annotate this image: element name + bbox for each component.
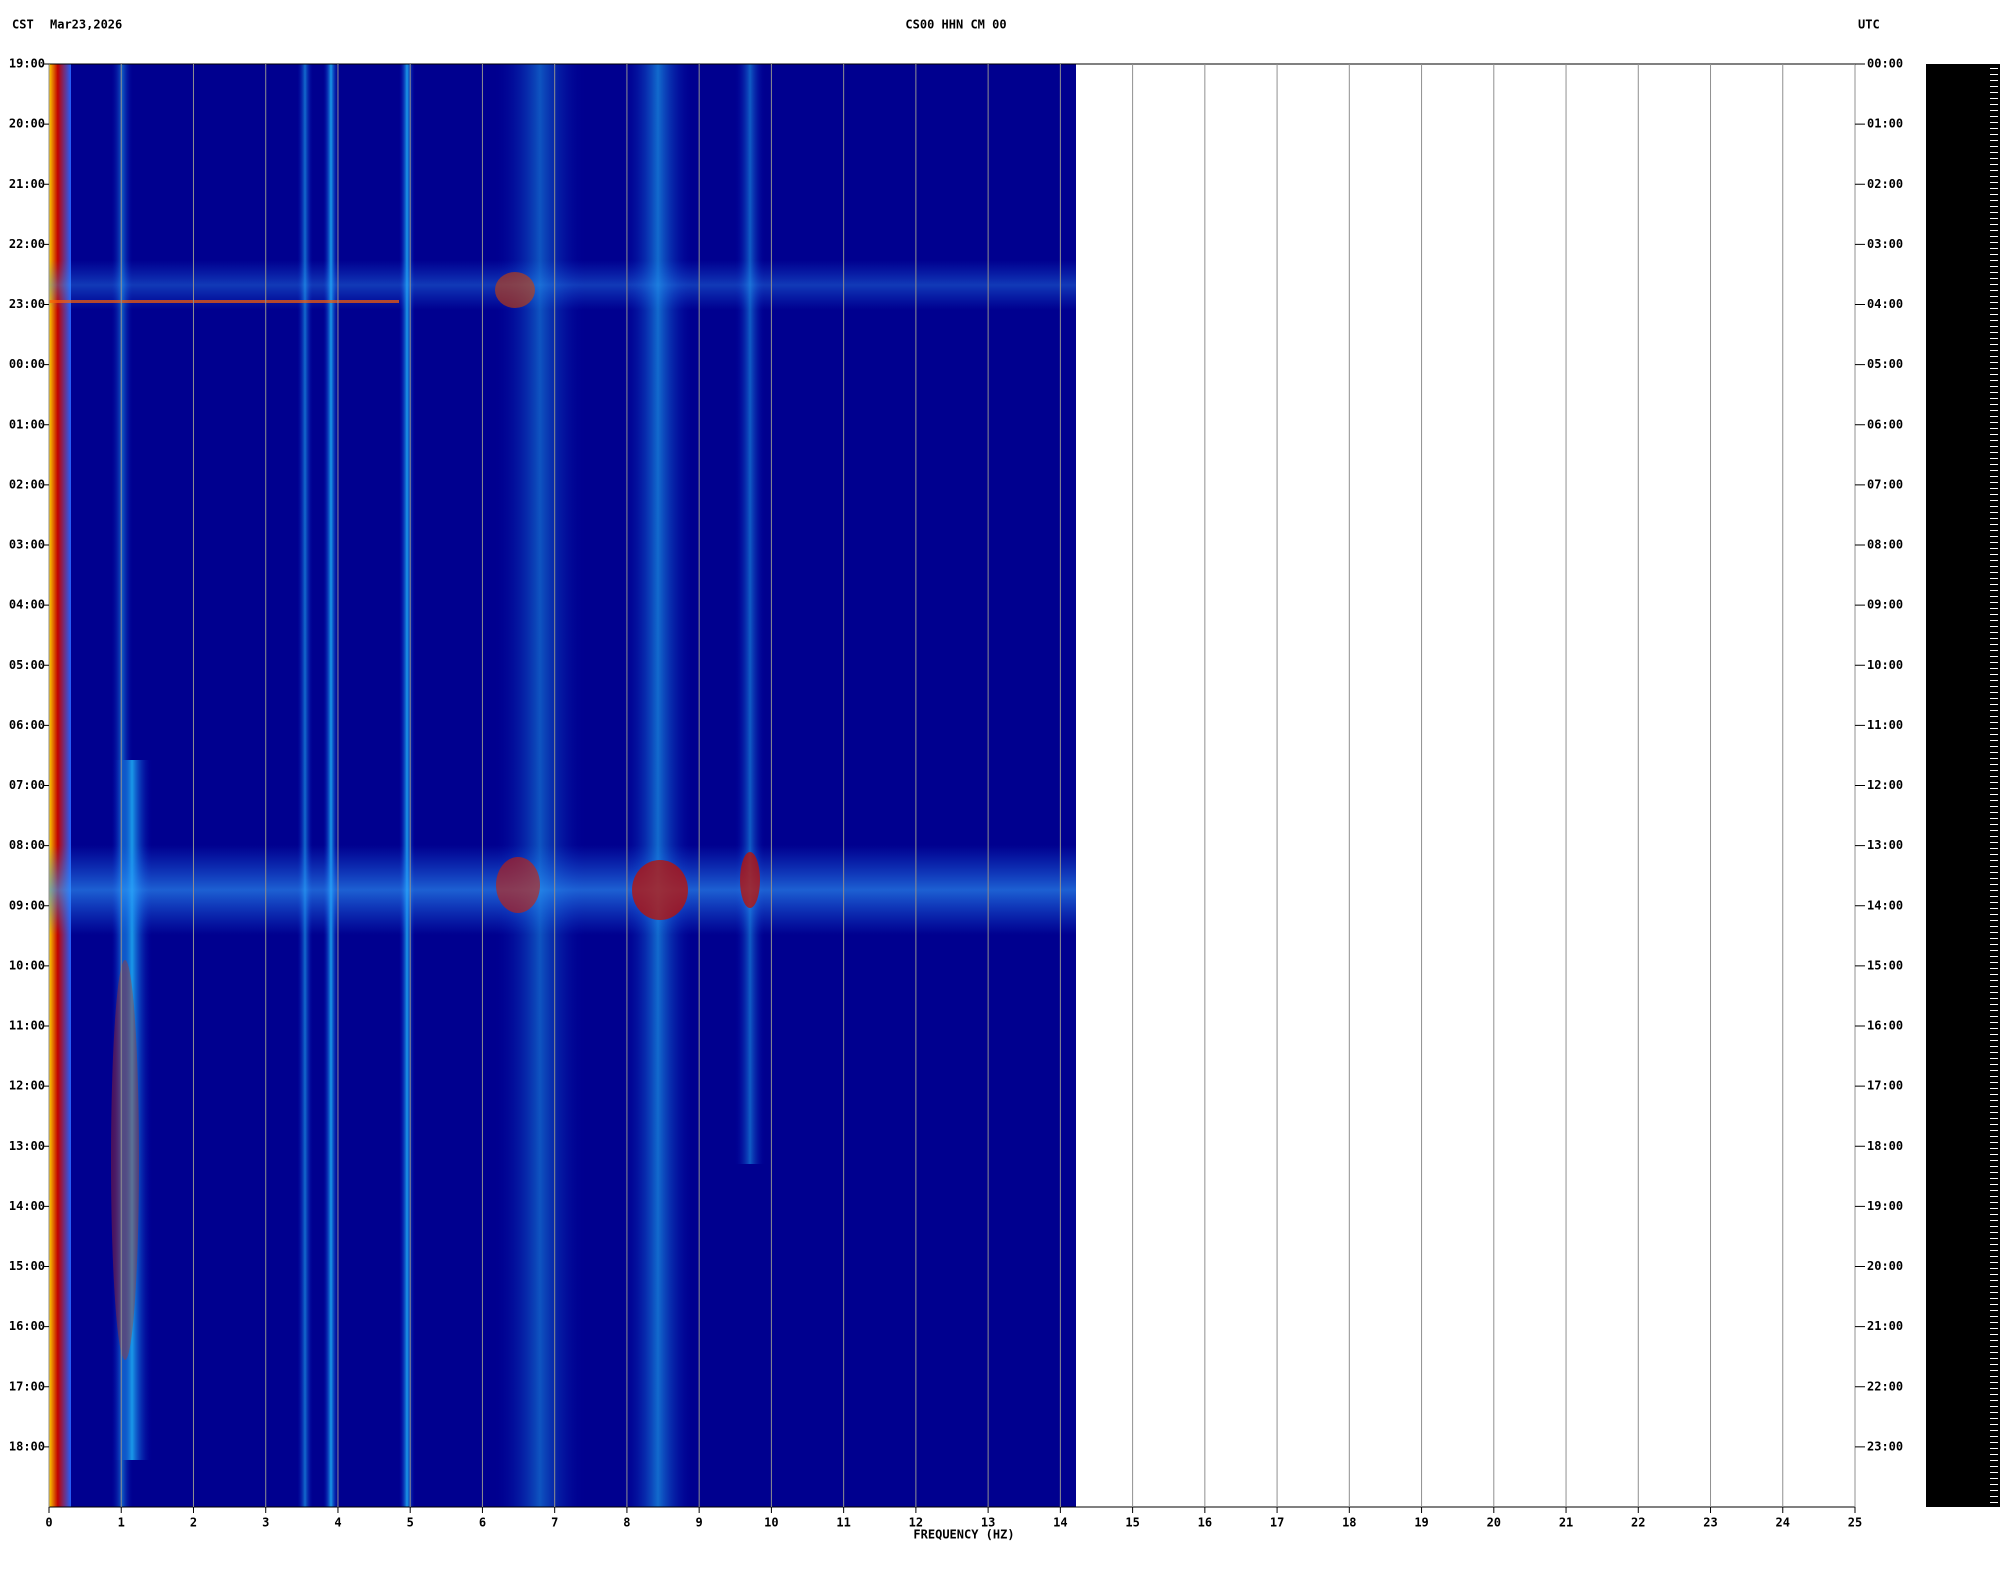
y-tick-label: 15:00	[9, 1259, 45, 1273]
y-tick-label: 21:00	[9, 177, 45, 191]
y2-tick-label: 02:00	[1867, 177, 1903, 191]
y-tick-label: 02:00	[9, 477, 45, 491]
y2-tick-label: 17:00	[1867, 1079, 1903, 1093]
x-tick-label: 6	[479, 1516, 486, 1530]
x-tick-label: 24	[1776, 1516, 1790, 1530]
x-tick-label: 19	[1414, 1516, 1428, 1530]
x-tick-label: 22	[1631, 1516, 1645, 1530]
y2-tick-label: 12:00	[1867, 778, 1903, 792]
x-tick-label: 17	[1270, 1516, 1284, 1530]
y2-tick-label: 10:00	[1867, 658, 1903, 672]
y-tick-label: 03:00	[9, 538, 45, 552]
y-tick-label: 11:00	[9, 1019, 45, 1033]
y-tick-label: 18:00	[9, 1439, 45, 1453]
x-tick-label: 7	[551, 1516, 558, 1530]
chart-title: CS00 HHN CM 00	[905, 18, 1006, 32]
y2-tick-label: 08:00	[1867, 538, 1903, 552]
y2-tick-label: 06:00	[1867, 417, 1903, 431]
y-tick-label: 13:00	[9, 1139, 45, 1153]
y2-tick-label: 18:00	[1867, 1139, 1903, 1153]
y-tick-label: 08:00	[9, 838, 45, 852]
x-tick-label: 25	[1848, 1516, 1862, 1530]
y2-tick-label: 15:00	[1867, 958, 1903, 972]
x-tick-label: 12	[909, 1516, 923, 1530]
y-tick-label: 20:00	[9, 117, 45, 131]
y-tick-label: 23:00	[9, 297, 45, 311]
y2-tick-label: 23:00	[1867, 1439, 1903, 1453]
y2-tick-label: 01:00	[1867, 117, 1903, 131]
y2-tick-label: 21:00	[1867, 1319, 1903, 1333]
spectrogram-image	[49, 64, 1076, 1507]
x-tick-label: 10	[764, 1516, 778, 1530]
y-tick-label: 12:00	[9, 1079, 45, 1093]
x-tick-label: 8	[623, 1516, 630, 1530]
x-tick-label: 4	[334, 1516, 341, 1530]
trace-column	[1926, 64, 2000, 1507]
y2-tick-label: 19:00	[1867, 1199, 1903, 1213]
x-tick-label: 20	[1487, 1516, 1501, 1530]
y2-tick-label: 03:00	[1867, 237, 1903, 251]
y-tick-label: 17:00	[9, 1379, 45, 1393]
y-tick-label: 16:00	[9, 1319, 45, 1333]
x-tick-label: 5	[407, 1516, 414, 1530]
y2-tick-label: 16:00	[1867, 1019, 1903, 1033]
date: Mar23,2026	[50, 18, 122, 32]
x-tick-label: 16	[1198, 1516, 1212, 1530]
y2-tick-label: 09:00	[1867, 598, 1903, 612]
x-tick-label: 13	[981, 1516, 995, 1530]
x-axis-label: FREQUENCY (HZ)	[913, 1528, 1014, 1542]
y-tick-label: 00:00	[9, 357, 45, 371]
x-tick-label: 15	[1125, 1516, 1139, 1530]
y2-tick-label: 07:00	[1867, 477, 1903, 491]
x-tick-label: 2	[190, 1516, 197, 1530]
y-tick-label: 14:00	[9, 1199, 45, 1213]
y2-tick-label: 04:00	[1867, 297, 1903, 311]
y-tick-label: 06:00	[9, 718, 45, 732]
x-tick-label: 14	[1053, 1516, 1067, 1530]
y2-tick-label: 00:00	[1867, 57, 1903, 71]
x-tick-label: 1	[118, 1516, 125, 1530]
x-tick-label: 11	[836, 1516, 850, 1530]
x-tick-label: 23	[1703, 1516, 1717, 1530]
y2-tick-label: 05:00	[1867, 357, 1903, 371]
y-tick-label: 22:00	[9, 237, 45, 251]
x-tick-label: 3	[262, 1516, 269, 1530]
right-label: UTC	[1858, 18, 1880, 32]
y2-tick-label: 14:00	[1867, 898, 1903, 912]
y-tick-label: 09:00	[9, 898, 45, 912]
y-tick-label: 07:00	[9, 778, 45, 792]
y-tick-label: 05:00	[9, 658, 45, 672]
y2-tick-label: 11:00	[1867, 718, 1903, 732]
y-tick-label: 19:00	[9, 57, 45, 71]
x-tick-label: 0	[45, 1516, 52, 1530]
x-tick-label: 9	[696, 1516, 703, 1530]
y2-tick-label: 13:00	[1867, 838, 1903, 852]
x-tick-label: 18	[1342, 1516, 1356, 1530]
left-label: CST	[12, 18, 34, 32]
y-tick-label: 04:00	[9, 598, 45, 612]
y-tick-label: 01:00	[9, 417, 45, 431]
x-tick-label: 21	[1559, 1516, 1573, 1530]
y2-tick-label: 20:00	[1867, 1259, 1903, 1273]
y2-tick-label: 22:00	[1867, 1379, 1903, 1393]
y-tick-label: 10:00	[9, 958, 45, 972]
